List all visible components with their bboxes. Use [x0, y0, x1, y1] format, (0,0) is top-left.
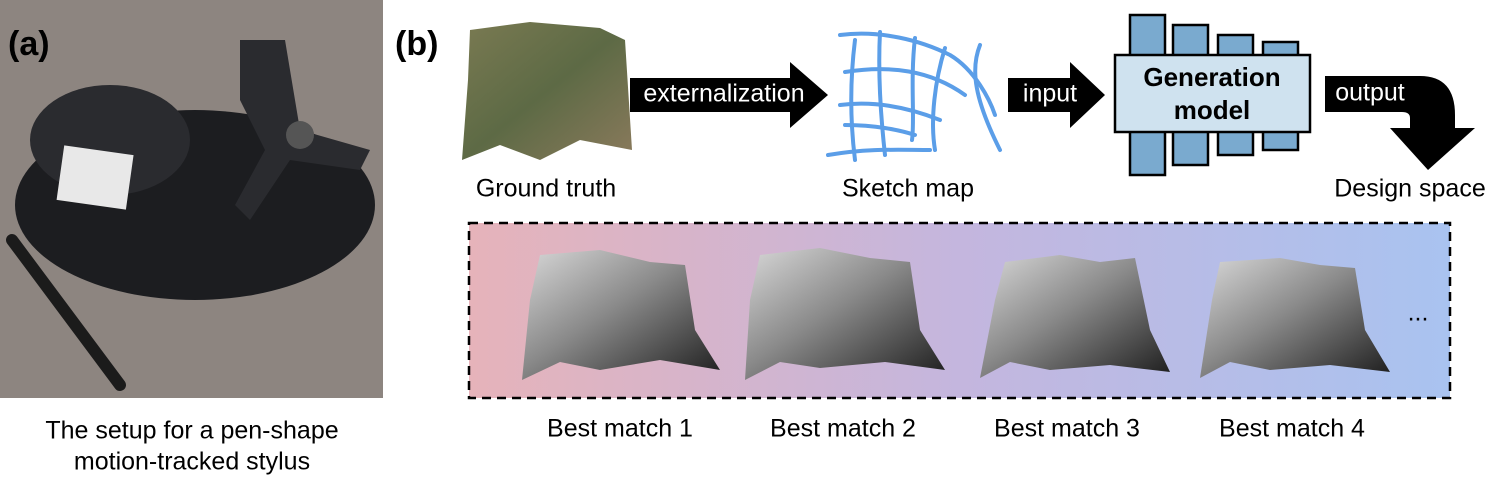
arrow-label: externalization	[643, 80, 804, 108]
arrow	[630, 62, 828, 128]
model-label: model	[1174, 95, 1251, 125]
terrain-image	[462, 22, 632, 160]
caption: motion-tracked stylus	[74, 448, 310, 476]
result-label: Best match 2	[770, 415, 916, 443]
stage-label: Sketch map	[842, 175, 974, 203]
sketch-map	[826, 30, 1002, 162]
result-label: Best match 3	[994, 415, 1140, 443]
caption: The setup for a pen-shape	[45, 417, 338, 445]
arrow-label: output	[1335, 79, 1405, 107]
stage-label: Ground truth	[476, 175, 616, 203]
stage-label: Design space	[1334, 175, 1485, 203]
panel-label: (a)	[8, 25, 50, 63]
ellipsis: ...	[1408, 299, 1429, 327]
model-box	[1113, 53, 1312, 134]
arrow-label: input	[1023, 80, 1077, 108]
arrow	[1008, 62, 1105, 128]
result-terrains	[522, 248, 1390, 380]
result-label: Best match 1	[547, 415, 693, 443]
panel-label: (b)	[395, 25, 438, 63]
arrow	[1325, 76, 1475, 170]
result-label: Best match 4	[1219, 415, 1365, 443]
model-label: Generation	[1143, 62, 1280, 92]
photo	[0, 0, 383, 398]
